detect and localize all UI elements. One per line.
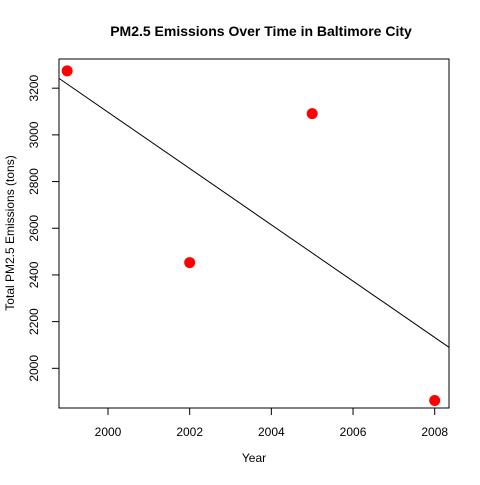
plot-frame — [58, 58, 450, 409]
y-tick-label: 2200 — [27, 308, 41, 335]
y-tick-label: 2600 — [27, 215, 41, 242]
x-axis-label: Year — [242, 451, 266, 465]
x-tick-label: 2008 — [421, 425, 448, 439]
data-point — [61, 65, 73, 77]
trend-line — [58, 77, 450, 348]
x-tick-label: 2002 — [176, 425, 203, 439]
data-points — [61, 65, 441, 407]
y-tick-label: 3000 — [27, 121, 41, 148]
x-tick-label: 2000 — [95, 425, 122, 439]
data-point — [429, 395, 441, 407]
y-tick-label: 2000 — [27, 355, 41, 382]
data-point — [184, 257, 196, 269]
chart-title: PM2.5 Emissions Over Time in Baltimore C… — [110, 23, 412, 39]
y-tick-label: 2400 — [27, 261, 41, 288]
data-point — [306, 108, 318, 120]
y-tick-label: 3200 — [27, 75, 41, 102]
y-axis: 2000 2200 2400 2600 2800 3000 3200 — [27, 75, 59, 382]
y-axis-label: Total PM2.5 Emissions (tons) — [3, 155, 17, 310]
y-tick-label: 2800 — [27, 168, 41, 195]
x-tick-label: 2006 — [340, 425, 367, 439]
x-axis: 2000 2002 2004 2006 2008 — [95, 408, 448, 439]
x-tick-label: 2004 — [258, 425, 285, 439]
